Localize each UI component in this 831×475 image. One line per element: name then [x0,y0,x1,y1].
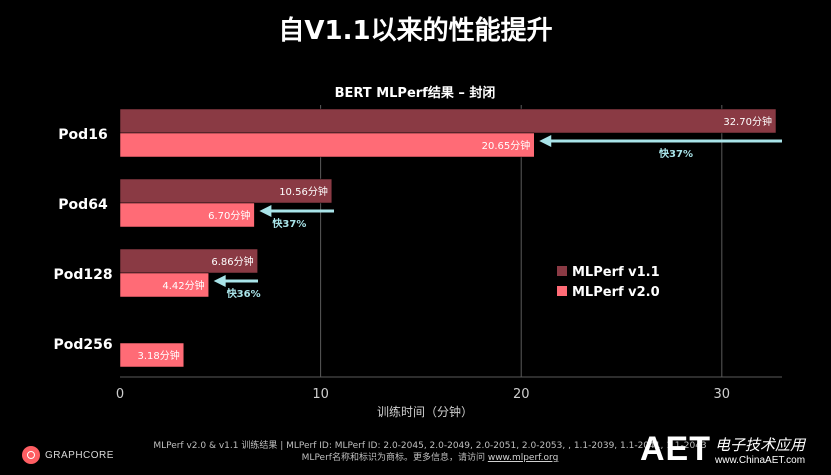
brand-name: GRAPHCORE [45,449,114,461]
bar-v11-pod128 [119,248,258,274]
chart-title: BERT MLPerf结果 – 封闭 [335,85,496,101]
data-label-v11-pod64: 10.56分钟 [279,185,328,198]
annotation-pod64: 快37% [271,217,306,230]
brand: GRAPHCORE [22,446,114,464]
legend-swatch-v20 [557,286,567,296]
watermark-text: 电子技术应用 www.ChinaAET.com [715,434,805,466]
watermark: AET 电子技术应用 www.ChinaAET.com [640,432,805,466]
legend-label-v20: MLPerf v2.0 [572,285,660,300]
footer-notes: MLPerf v2.0 & v1.1 训练结果 | MLPerf ID: MLP… [130,440,730,464]
bar-v20-pod16 [119,132,535,158]
data-label-v20-pod64: 6.70分钟 [208,209,250,222]
category-label-pod128: Pod128 [53,267,112,283]
footer-line-1: MLPerf v2.0 & v1.1 训练结果 | MLPerf ID: MLP… [153,441,707,451]
annotation-pod16: 快37% [658,147,693,160]
x-tick-label-1: 10 [312,387,329,402]
data-label-v11-pod16: 32.70分钟 [723,115,772,128]
legend-swatch-v11 [557,266,567,276]
bar-v20-pod64 [119,202,255,228]
data-label-v20-pod256: 3.18分钟 [138,349,180,362]
legend-label-v11: MLPerf v1.1 [572,265,660,280]
bar-v11-pod16 [119,108,777,134]
arrow-icon-pod16 [539,135,552,147]
annotation-pod128: 快36% [226,287,261,300]
footer-line-2-text: MLPerf名称和标识为商标。更多信息，请访问 [301,453,488,463]
bar-v20-pod256 [119,342,185,368]
data-label-v11-pod128: 6.86分钟 [211,255,253,268]
watermark-logo: AET [640,430,711,468]
watermark-cn-name: 电子技术应用 [715,436,806,454]
x-tick-label-2: 20 [513,387,530,402]
x-axis-label: 训练时间（分钟） [377,404,473,419]
graphcore-logo-icon [22,446,40,464]
footer-line-2: MLPerf名称和标识为商标。更多信息，请访问 www.mlperf.org [130,452,730,464]
category-label-pod16: Pod16 [58,127,107,143]
watermark-url: www.ChinaAET.com [715,455,806,466]
data-label-v20-pod16: 20.65分钟 [482,139,531,152]
category-label-pod256: Pod256 [53,337,112,353]
arrow-icon-pod64 [259,205,272,217]
x-tick-label-3: 30 [714,387,731,402]
x-tick-label-0: 0 [116,387,124,402]
arrow-icon-pod128 [213,275,226,287]
page-title: 自V1.1以来的性能提升 [278,16,553,46]
bar-v20-pod128 [119,272,209,298]
mlperf-link[interactable]: www.mlperf.org [487,453,559,463]
data-label-v20-pod128: 4.42分钟 [162,279,204,292]
category-label-pod64: Pod64 [58,197,108,213]
